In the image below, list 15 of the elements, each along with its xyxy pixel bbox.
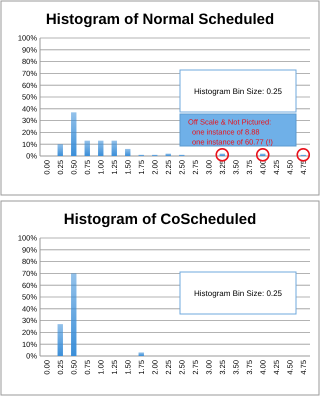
bar xyxy=(58,144,63,156)
text-box: Histogram Bin Size: 0.25 xyxy=(180,272,296,314)
bar xyxy=(138,352,144,356)
bar xyxy=(84,140,90,156)
bar xyxy=(112,140,117,156)
annotation: Histogram Bin Size: 0.25 xyxy=(194,86,283,96)
bar xyxy=(58,324,63,356)
bar xyxy=(98,140,104,156)
bar xyxy=(71,273,76,356)
bar xyxy=(71,112,76,156)
text-box: Histogram Bin Size: 0.25 xyxy=(180,70,296,112)
chart-title: Histogram of CoScheduled xyxy=(64,211,256,228)
chart-title: Histogram of Normal Scheduled xyxy=(46,11,274,28)
annotation: Histogram Bin Size: 0.25 xyxy=(194,288,283,298)
bar xyxy=(125,148,130,156)
